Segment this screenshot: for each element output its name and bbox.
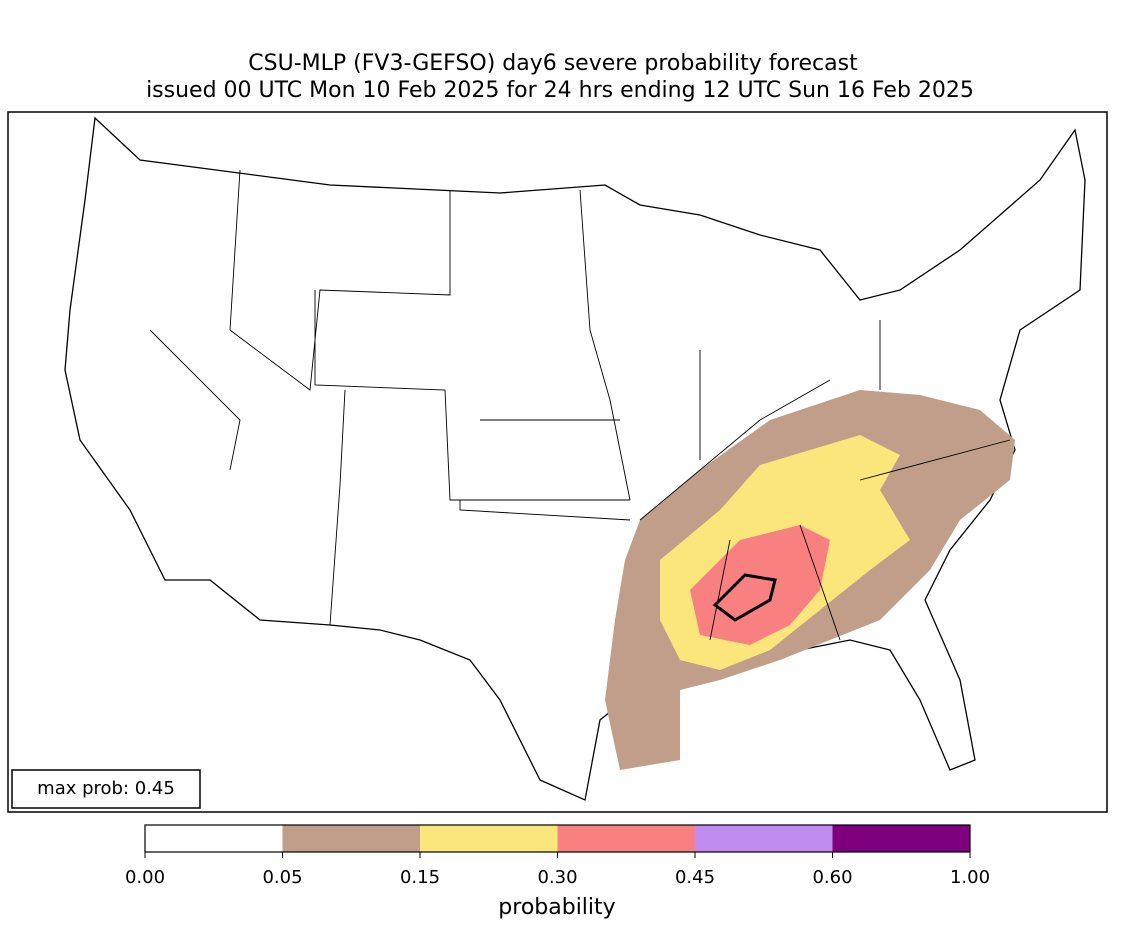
colorbar-segment xyxy=(282,825,421,852)
colorbar: 0.00 0.05 0.15 0.30 0.45 0.60 1.00 xyxy=(125,824,990,888)
annotation-box xyxy=(11,769,201,809)
forecast-contour xyxy=(712,573,777,622)
state-lines xyxy=(149,169,1011,641)
colorbar-segment xyxy=(695,825,833,852)
colorbar-tick-label: 1.00 xyxy=(950,867,990,888)
colorbar-label: probability xyxy=(498,895,615,920)
title-line-1: CSU-MLP (FV3-GEFSO) day6 severe probabil… xyxy=(248,51,858,76)
colorbar-segment xyxy=(557,825,696,852)
prob-area-high xyxy=(690,525,830,645)
colorbar-segment xyxy=(420,825,558,852)
colorbar-tick-label: 0.15 xyxy=(400,867,440,888)
title-line-2: issued 00 UTC Mon 10 Feb 2025 for 24 hrs… xyxy=(146,78,974,103)
colorbar-tick-label: 0.30 xyxy=(537,867,577,888)
colorbar-tick-label: 0.00 xyxy=(125,867,165,888)
colorbar-segment xyxy=(145,825,283,852)
colorbar-tick-label: 0.45 xyxy=(675,867,715,888)
colorbar-tick-label: 0.05 xyxy=(262,867,302,888)
colorbar-tick-label: 0.60 xyxy=(812,867,852,888)
map-frame: max prob: 0.45 xyxy=(7,111,1108,813)
annotation: max prob: 0.45 xyxy=(37,778,175,799)
colorbar-segment xyxy=(832,825,971,852)
